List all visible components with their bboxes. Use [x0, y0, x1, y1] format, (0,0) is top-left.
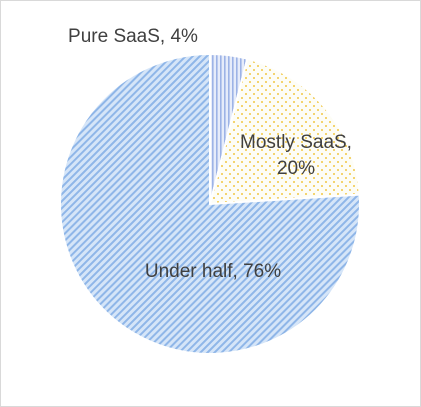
data-label-pure-saas: Pure SaaS, 4%: [68, 26, 198, 47]
data-label-line: Mostly SaaS,: [240, 132, 352, 153]
data-label-under-half: Under half, 76%: [145, 261, 281, 282]
data-label-line: 20%: [277, 158, 315, 179]
